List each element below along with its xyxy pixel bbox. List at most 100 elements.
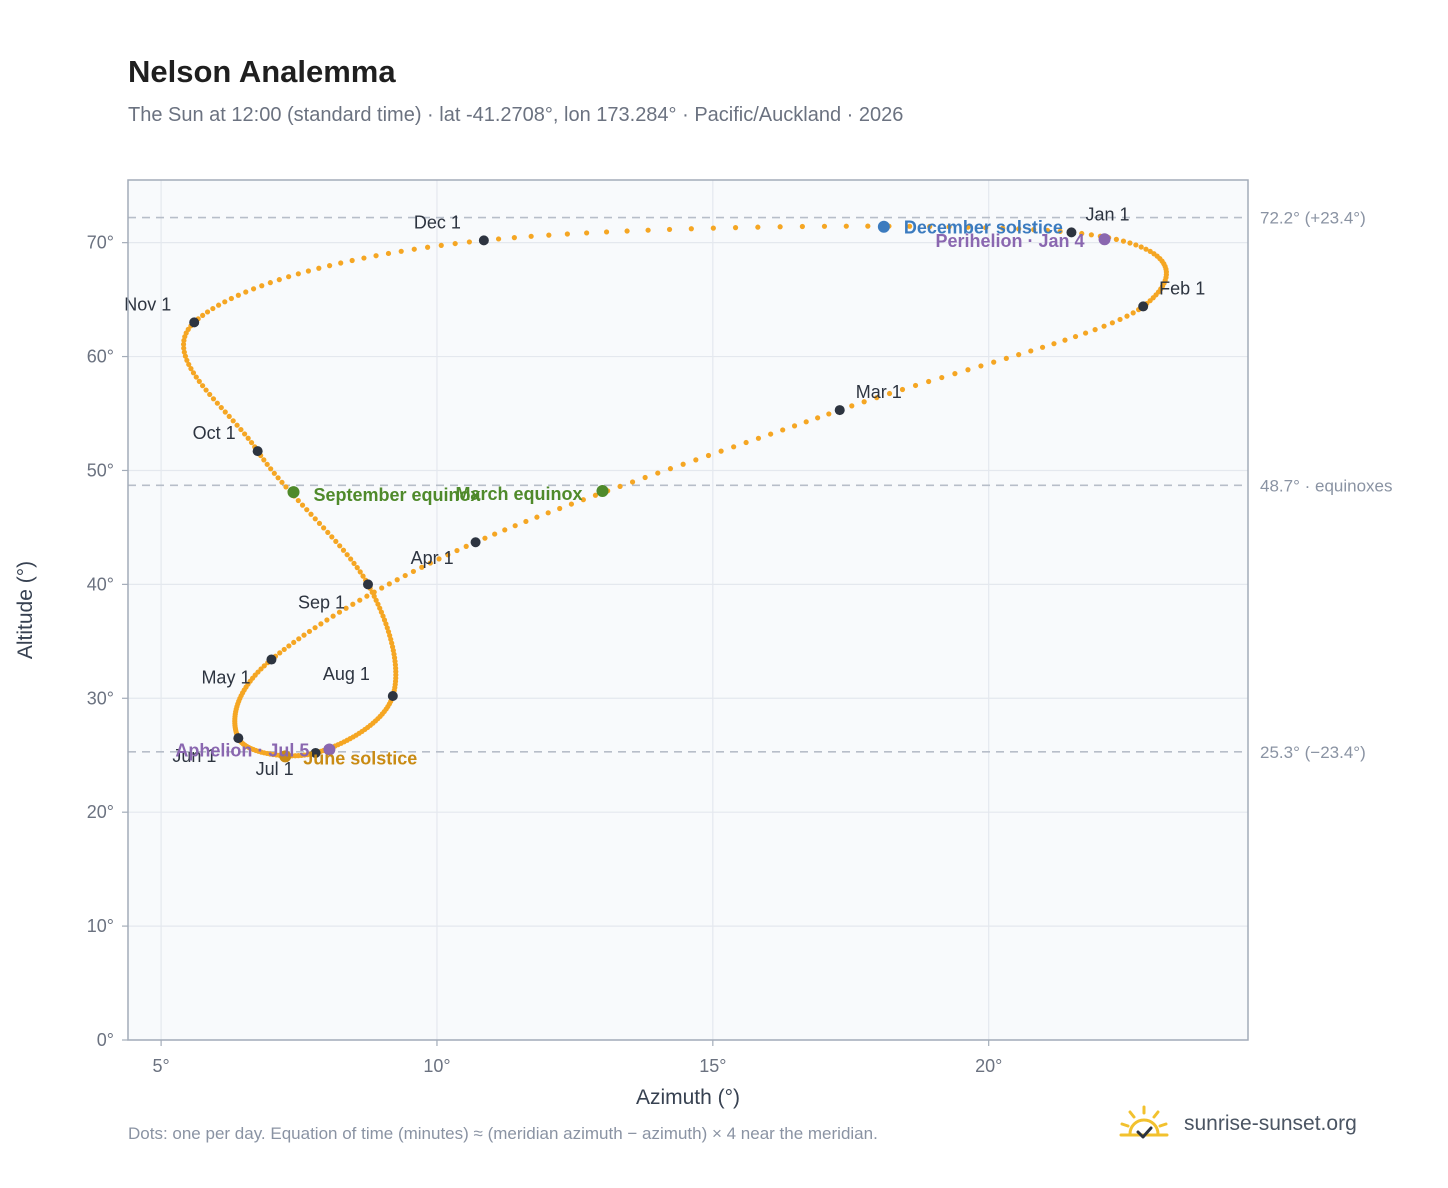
daily-dot: [952, 371, 958, 377]
daily-dot: [680, 461, 686, 467]
daily-dot: [210, 396, 217, 402]
chart-title: Nelson Analemma: [128, 54, 396, 89]
daily-dot: [336, 609, 343, 615]
daily-dot: [371, 593, 377, 599]
daily-dot: [1113, 236, 1119, 242]
daily-dot: [425, 244, 431, 250]
daily-dot: [528, 233, 534, 239]
daily-dot: [234, 422, 240, 428]
daily-dot: [369, 589, 375, 595]
daily-dot: [1127, 240, 1133, 246]
daily-dot: [1101, 323, 1107, 329]
daily-dot: [385, 250, 392, 257]
daily-dot: [546, 232, 552, 238]
month-label: Sep 1: [298, 592, 345, 612]
month-marker: [310, 747, 321, 758]
daily-dot: [419, 564, 425, 570]
month-marker: [1138, 301, 1149, 312]
daily-dot: [1003, 355, 1009, 361]
daily-dot: [603, 229, 610, 235]
daily-dot: [185, 326, 191, 332]
month-label: Jun 1: [172, 746, 216, 766]
daily-dot: [373, 253, 379, 259]
month-label: Dec 1: [414, 212, 461, 232]
daily-dot: [438, 242, 444, 248]
daily-dot: [325, 529, 331, 536]
event-marker: [596, 484, 609, 497]
daily-dot: [865, 223, 871, 229]
daily-dot: [693, 457, 699, 463]
daily-dot: [495, 236, 502, 242]
y-tick-label: 0°: [97, 1030, 114, 1050]
event-label: Aphelion · Jul 5: [175, 741, 309, 761]
daily-dot: [210, 305, 216, 312]
daily-dot: [261, 663, 267, 669]
daily-dot: [306, 628, 313, 635]
daily-dot: [351, 560, 357, 566]
daily-dot: [445, 552, 451, 558]
month-marker: [189, 317, 200, 328]
daily-dot: [732, 225, 739, 231]
daily-dot: [624, 228, 630, 234]
daily-dot: [1109, 320, 1115, 326]
daily-dot: [296, 636, 302, 642]
daily-dot: [350, 601, 356, 607]
month-label: Jul 1: [256, 759, 294, 779]
daily-dot: [454, 547, 460, 554]
daily-dot: [188, 366, 194, 372]
daily-dot: [226, 413, 232, 420]
daily-dot: [1147, 298, 1153, 304]
daily-dot: [1092, 327, 1098, 333]
y-tick-label: 20°: [87, 802, 114, 822]
month-marker: [363, 579, 373, 590]
daily-dot: [492, 531, 498, 537]
daily-dot: [452, 240, 458, 247]
daily-dot: [245, 435, 251, 441]
daily-dot: [1016, 352, 1022, 358]
daily-dot: [361, 255, 367, 261]
daily-dot: [261, 457, 267, 463]
daily-dot: [277, 650, 283, 656]
daily-dot: [380, 613, 386, 619]
daily-dot: [617, 483, 623, 490]
daily-dot: [222, 409, 228, 415]
y-tick-label: 10°: [87, 916, 114, 936]
daily-dot: [299, 502, 306, 508]
daily-dot: [364, 593, 370, 599]
daily-dot: [861, 399, 867, 405]
daily-dot: [666, 226, 673, 233]
daily-dot: [965, 367, 971, 373]
y-tick-label: 70°: [87, 233, 114, 253]
sun-logo-icon: [1119, 1105, 1169, 1139]
daily-dot: [886, 390, 893, 397]
month-label: Feb 1: [1159, 278, 1205, 298]
daily-dot: [337, 543, 343, 549]
x-tick-label: 20°: [975, 1056, 1002, 1076]
daily-dot: [268, 466, 274, 472]
month-marker: [470, 537, 481, 548]
daily-dot: [312, 516, 318, 522]
daily-dot: [291, 639, 297, 646]
daily-dot: [330, 613, 336, 619]
month-label: Mar 1: [856, 382, 902, 402]
daily-dot: [427, 560, 433, 566]
daily-dot: [1079, 230, 1085, 237]
daily-dot: [1124, 313, 1130, 319]
daily-dot: [181, 345, 187, 351]
daily-dot: [357, 569, 363, 575]
daily-dot: [181, 349, 187, 355]
daily-dot: [799, 223, 805, 230]
brand[interactable]: sunrise-sunset.org: [1118, 1100, 1357, 1148]
month-marker: [834, 405, 845, 416]
month-marker: [387, 691, 398, 701]
daily-dot: [927, 223, 933, 230]
daily-dot: [564, 231, 570, 237]
daily-dot: [1000, 225, 1006, 231]
daily-dot: [349, 257, 355, 264]
daily-dot: [383, 621, 389, 627]
daily-dot: [743, 439, 749, 446]
daily-dot: [386, 581, 392, 587]
daily-dot: [200, 312, 206, 319]
event-marker: [287, 486, 300, 499]
month-markers: [189, 227, 1149, 758]
